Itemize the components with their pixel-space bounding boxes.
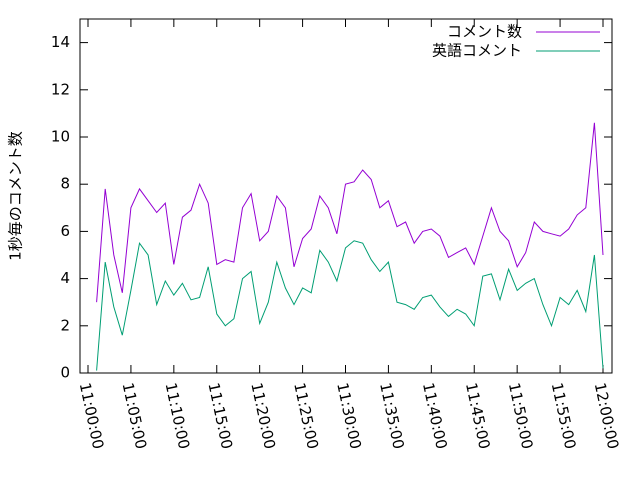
y-tick-label: 2: [60, 316, 70, 334]
x-tick-label: 11:25:00: [290, 381, 322, 451]
y-tick-label: 8: [60, 175, 70, 193]
series-line: [96, 240, 604, 371]
y-tick-label: 14: [51, 33, 70, 51]
x-tick-label: 11:35:00: [376, 381, 408, 451]
x-tick-label: 11:10:00: [162, 381, 194, 451]
x-tick-label: 11:45:00: [462, 381, 494, 451]
y-axis-label: 1秒毎のコメント数: [7, 131, 25, 261]
x-tick-label: 11:40:00: [419, 381, 451, 451]
y-tick-label: 6: [60, 222, 70, 240]
legend-label: コメント数: [447, 23, 522, 41]
x-tick-label: 11:15:00: [204, 381, 236, 451]
x-tick-label: 11:00:00: [76, 381, 108, 451]
x-tick-label: 11:20:00: [247, 381, 279, 451]
x-tick-label: 11:30:00: [333, 381, 365, 451]
y-tick-label: 12: [51, 80, 70, 98]
plot-frame: [79, 18, 613, 374]
x-tick-label: 11:50:00: [505, 381, 537, 451]
x-tick-label: 11:05:00: [119, 381, 151, 451]
x-tick-label: 12:00:00: [591, 381, 623, 451]
x-tick-label: 11:55:00: [548, 381, 580, 451]
y-tick-label: 4: [60, 269, 70, 287]
y-tick-label: 0: [60, 364, 70, 382]
y-tick-label: 10: [51, 128, 70, 146]
series-line: [96, 122, 604, 303]
legend-label: 英語コメント: [432, 42, 522, 60]
